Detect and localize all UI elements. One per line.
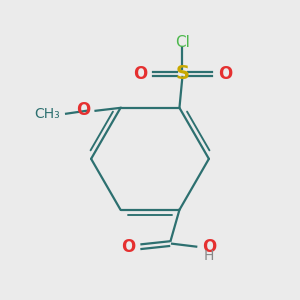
Text: O: O <box>133 65 147 83</box>
Text: O: O <box>121 238 135 256</box>
Text: CH₃: CH₃ <box>34 107 60 121</box>
Text: O: O <box>218 65 232 83</box>
Text: Cl: Cl <box>175 35 190 50</box>
Text: H: H <box>204 249 214 263</box>
Text: O: O <box>202 238 217 256</box>
Text: O: O <box>76 101 90 119</box>
Text: S: S <box>176 64 189 83</box>
